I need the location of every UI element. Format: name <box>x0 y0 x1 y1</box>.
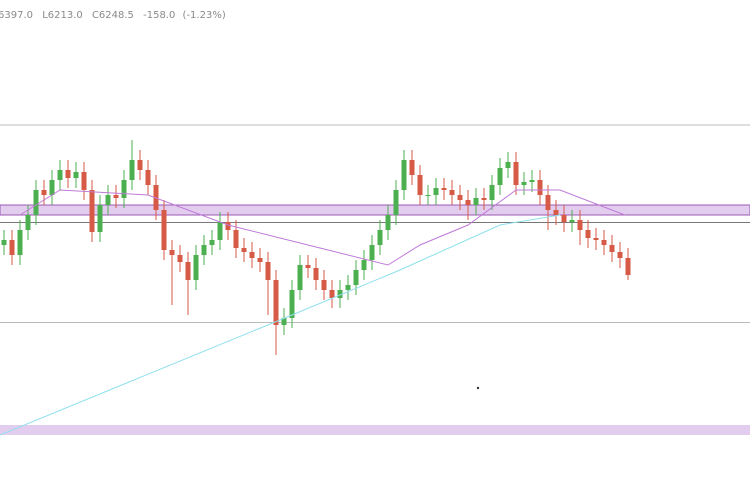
background-layer <box>0 124 750 435</box>
candle-body <box>457 195 463 200</box>
candle-body <box>481 198 487 200</box>
candle-body <box>233 230 239 248</box>
candle-body <box>161 210 167 250</box>
candle-body <box>585 230 591 238</box>
header-item: (-1.23%) <box>183 10 226 21</box>
candle-body <box>617 252 623 258</box>
candle-body <box>257 258 263 262</box>
candle-body <box>561 215 567 222</box>
candle-body <box>577 220 583 230</box>
candle-body <box>121 180 127 198</box>
candle-body <box>273 280 279 325</box>
candle-body <box>345 285 351 290</box>
candle-body <box>417 175 423 195</box>
candle-body <box>249 252 255 258</box>
candle-body <box>217 222 223 240</box>
candle-body <box>265 262 271 280</box>
zone-band <box>0 425 750 435</box>
candle-body <box>465 200 471 205</box>
candle-body <box>209 240 215 245</box>
moving-average <box>0 214 561 436</box>
candle-body <box>337 290 343 298</box>
candle-body <box>473 198 479 205</box>
candle-body <box>537 180 543 195</box>
candle-body <box>49 180 55 195</box>
ohlc-header: 6397.0 L6213.0 C6248.5 -158.0 (-1.23%) <box>0 10 226 21</box>
candle-body <box>97 205 103 232</box>
candle-body <box>169 250 175 255</box>
header-item: L6213.0 <box>42 10 83 21</box>
candle-body <box>89 190 95 232</box>
dot <box>476 386 480 390</box>
candle-body <box>193 255 199 280</box>
candle-body <box>529 180 535 182</box>
candle-body <box>625 258 631 275</box>
candle-body <box>593 238 599 240</box>
candle-body <box>1 240 7 245</box>
candle-body <box>361 260 367 270</box>
candle-body <box>489 185 495 200</box>
candle-body <box>177 255 183 262</box>
candle-body <box>129 160 135 180</box>
candle-body <box>393 190 399 215</box>
candle-body <box>105 195 111 205</box>
candle-body <box>545 195 551 210</box>
candle-body <box>601 240 607 245</box>
candle-body <box>241 248 247 252</box>
candle-body <box>297 265 303 290</box>
candle-body <box>521 182 527 185</box>
candle-body <box>369 245 375 260</box>
candle-body <box>185 262 191 280</box>
candle-body <box>449 190 455 195</box>
candle-body <box>401 160 407 190</box>
candle-body <box>569 220 575 222</box>
candle-body <box>57 170 63 180</box>
candle-body <box>41 190 47 195</box>
candle-body <box>145 170 151 185</box>
marks-layer <box>0 140 631 436</box>
candle-body <box>321 280 327 290</box>
candle-body <box>385 215 391 230</box>
candle-body <box>329 290 335 298</box>
candle-body <box>9 240 15 255</box>
candle-body <box>313 268 319 280</box>
candle-body <box>377 230 383 245</box>
candle-body <box>553 210 559 215</box>
candle-body <box>281 318 287 325</box>
candle-body <box>225 222 231 230</box>
candle-body <box>73 172 79 178</box>
candle-body <box>289 290 295 318</box>
header-item: -158.0 <box>143 10 175 21</box>
candle-body <box>137 160 143 170</box>
candle-body <box>505 162 511 168</box>
candle-body <box>305 265 311 268</box>
candle-body <box>25 215 31 230</box>
candle-body <box>201 245 207 255</box>
header-item: 6397.0 <box>0 10 33 21</box>
candle-body <box>65 170 71 178</box>
candle-body <box>81 172 87 190</box>
candle-body <box>441 188 447 190</box>
candle-body <box>113 195 119 198</box>
candle-body <box>425 195 431 196</box>
candle-body <box>513 162 519 185</box>
candle-body <box>409 160 415 175</box>
candle-body <box>353 270 359 285</box>
zone-band <box>0 204 750 216</box>
header-item: C6248.5 <box>92 10 134 21</box>
moving-average <box>19 189 625 266</box>
candle-body <box>609 245 615 252</box>
candle-body <box>433 188 439 195</box>
candle-body <box>17 230 23 255</box>
candle-body <box>33 190 39 215</box>
candle-body <box>497 168 503 185</box>
